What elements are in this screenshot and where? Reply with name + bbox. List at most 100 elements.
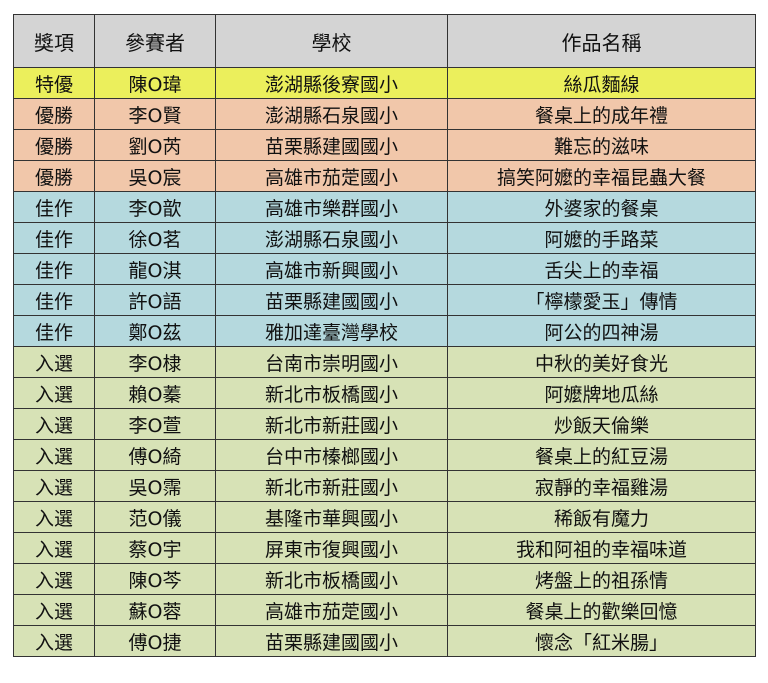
work-title-cell: 阿公的四神湯 — [447, 315, 756, 347]
header-participant: 參賽者 — [94, 14, 216, 68]
award-cell: 佳作 — [13, 315, 95, 347]
school-cell: 高雄市樂群國小 — [215, 191, 448, 223]
school-cell: 高雄市茄萣國小 — [215, 594, 448, 626]
work-title-cell: 「檸檬愛玉」傳情 — [447, 284, 756, 316]
award-cell: 入選 — [13, 439, 95, 471]
award-table: 獎項 參賽者 學校 作品名稱 特優 陳O瑋 澎湖縣後寮國小 絲瓜麵線 優勝 李O賢 澎湖縣石… — [13, 14, 756, 657]
participant-cell: 蘇O蓉 — [94, 594, 216, 626]
table-row: 優勝 吳O宸 高雄市茄萣國小 搞笑阿嬤的幸福昆蟲大餐 — [13, 160, 756, 192]
participant-cell: 李O棣 — [94, 346, 216, 378]
school-cell: 澎湖縣石泉國小 — [215, 222, 448, 254]
participant-cell: 傅O綺 — [94, 439, 216, 471]
header-school: 學校 — [215, 14, 448, 68]
school-cell: 雅加達臺灣學校 — [215, 315, 448, 347]
award-cell: 優勝 — [13, 98, 95, 130]
work-title-cell: 搞笑阿嬤的幸福昆蟲大餐 — [447, 160, 756, 192]
participant-cell: 徐O茗 — [94, 222, 216, 254]
participant-cell: 鄭O茲 — [94, 315, 216, 347]
participant-cell: 范O儀 — [94, 501, 216, 533]
work-title-cell: 難忘的滋味 — [447, 129, 756, 161]
participant-cell: 蔡O宇 — [94, 532, 216, 564]
award-cell: 優勝 — [13, 129, 95, 161]
work-title-cell: 懷念「紅米腸」 — [447, 625, 756, 657]
award-cell: 入選 — [13, 563, 95, 595]
work-title-cell: 炒飯天倫樂 — [447, 408, 756, 440]
school-cell: 苗栗縣建國國小 — [215, 284, 448, 316]
school-cell: 苗栗縣建國國小 — [215, 129, 448, 161]
header-work-title: 作品名稱 — [447, 14, 756, 68]
table-row: 入選 李O萱 新北市新莊國小 炒飯天倫樂 — [13, 408, 756, 440]
award-cell: 入選 — [13, 470, 95, 502]
work-title-cell: 稀飯有魔力 — [447, 501, 756, 533]
table-row: 入選 傅O綺 台中市榛榔國小 餐桌上的紅豆湯 — [13, 439, 756, 471]
table-row: 入選 傅O捷 苗栗縣建國國小 懷念「紅米腸」 — [13, 625, 756, 657]
school-cell: 台中市榛榔國小 — [215, 439, 448, 471]
work-title-cell: 餐桌上的歡樂回憶 — [447, 594, 756, 626]
work-title-cell: 餐桌上的紅豆湯 — [447, 439, 756, 471]
work-title-cell: 烤盤上的祖孫情 — [447, 563, 756, 595]
award-cell: 優勝 — [13, 160, 95, 192]
school-cell: 苗栗縣建國國小 — [215, 625, 448, 657]
school-cell: 澎湖縣後寮國小 — [215, 67, 448, 99]
work-title-cell: 阿嬤牌地瓜絲 — [447, 377, 756, 409]
work-title-cell: 外婆家的餐桌 — [447, 191, 756, 223]
work-title-cell: 寂靜的幸福雞湯 — [447, 470, 756, 502]
school-cell: 新北市新莊國小 — [215, 408, 448, 440]
table-row: 優勝 劉O芮 苗栗縣建國國小 難忘的滋味 — [13, 129, 756, 161]
award-cell: 入選 — [13, 408, 95, 440]
table-row: 入選 賴O蓁 新北市板橋國小 阿嬤牌地瓜絲 — [13, 377, 756, 409]
participant-cell: 劉O芮 — [94, 129, 216, 161]
table-row: 入選 范O儀 基隆市華興國小 稀飯有魔力 — [13, 501, 756, 533]
table-row: 入選 李O棣 台南市崇明國小 中秋的美好食光 — [13, 346, 756, 378]
award-cell: 入選 — [13, 346, 95, 378]
award-cell: 佳作 — [13, 284, 95, 316]
table-row: 佳作 李O歆 高雄市樂群國小 外婆家的餐桌 — [13, 191, 756, 223]
header-award: 獎項 — [13, 14, 95, 68]
award-cell: 佳作 — [13, 191, 95, 223]
participant-cell: 陳O芩 — [94, 563, 216, 595]
participant-cell: 陳O瑋 — [94, 67, 216, 99]
school-cell: 基隆市華興國小 — [215, 501, 448, 533]
participant-cell: 賴O蓁 — [94, 377, 216, 409]
participant-cell: 龍O淇 — [94, 253, 216, 285]
table-row: 佳作 許O語 苗栗縣建國國小 「檸檬愛玉」傳情 — [13, 284, 756, 316]
table-row: 佳作 鄭O茲 雅加達臺灣學校 阿公的四神湯 — [13, 315, 756, 347]
school-cell: 高雄市茄萣國小 — [215, 160, 448, 192]
school-cell: 新北市板橋國小 — [215, 563, 448, 595]
participant-cell: 吳O宸 — [94, 160, 216, 192]
table-row: 特優 陳O瑋 澎湖縣後寮國小 絲瓜麵線 — [13, 67, 756, 99]
table-row: 入選 蔡O宇 屏東市復興國小 我和阿祖的幸福味道 — [13, 532, 756, 564]
table-row: 優勝 李O賢 澎湖縣石泉國小 餐桌上的成年禮 — [13, 98, 756, 130]
work-title-cell: 我和阿祖的幸福味道 — [447, 532, 756, 564]
award-cell: 入選 — [13, 625, 95, 657]
participant-cell: 傅O捷 — [94, 625, 216, 657]
award-cell: 佳作 — [13, 222, 95, 254]
participant-cell: 吳O霈 — [94, 470, 216, 502]
participant-cell: 許O語 — [94, 284, 216, 316]
work-title-cell: 阿嬤的手路菜 — [447, 222, 756, 254]
school-cell: 高雄市新興國小 — [215, 253, 448, 285]
work-title-cell: 絲瓜麵線 — [447, 67, 756, 99]
school-cell: 台南市崇明國小 — [215, 346, 448, 378]
work-title-cell: 中秋的美好食光 — [447, 346, 756, 378]
participant-cell: 李O歆 — [94, 191, 216, 223]
award-cell: 佳作 — [13, 253, 95, 285]
table-row: 入選 陳O芩 新北市板橋國小 烤盤上的祖孫情 — [13, 563, 756, 595]
school-cell: 澎湖縣石泉國小 — [215, 98, 448, 130]
work-title-cell: 餐桌上的成年禮 — [447, 98, 756, 130]
header-row: 獎項 參賽者 學校 作品名稱 — [13, 14, 756, 68]
award-cell: 入選 — [13, 532, 95, 564]
table-row: 入選 蘇O蓉 高雄市茄萣國小 餐桌上的歡樂回憶 — [13, 594, 756, 626]
school-cell: 新北市板橋國小 — [215, 377, 448, 409]
award-cell: 特優 — [13, 67, 95, 99]
participant-cell: 李O萱 — [94, 408, 216, 440]
table-row: 佳作 徐O茗 澎湖縣石泉國小 阿嬤的手路菜 — [13, 222, 756, 254]
school-cell: 新北市新莊國小 — [215, 470, 448, 502]
award-cell: 入選 — [13, 594, 95, 626]
table-row: 入選 吳O霈 新北市新莊國小 寂靜的幸福雞湯 — [13, 470, 756, 502]
award-cell: 入選 — [13, 377, 95, 409]
table-row: 佳作 龍O淇 高雄市新興國小 舌尖上的幸福 — [13, 253, 756, 285]
school-cell: 屏東市復興國小 — [215, 532, 448, 564]
award-cell: 入選 — [13, 501, 95, 533]
participant-cell: 李O賢 — [94, 98, 216, 130]
